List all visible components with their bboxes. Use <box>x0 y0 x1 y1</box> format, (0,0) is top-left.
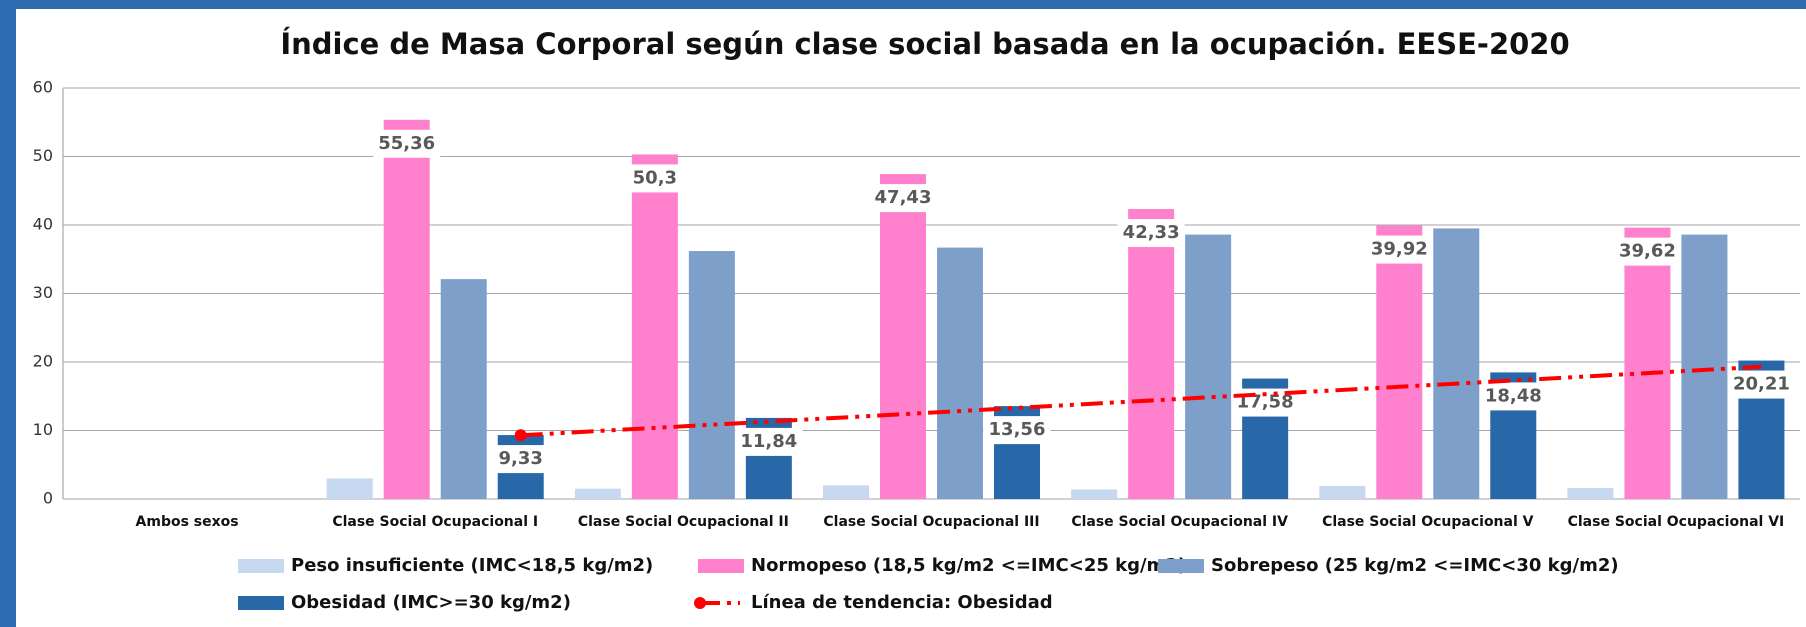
legend-trend-marker <box>694 597 706 609</box>
x-tick-label: Ambos sexos <box>136 514 239 530</box>
data-label: 39,92 <box>1371 239 1428 260</box>
x-tick-label: Clase Social Ocupacional IV <box>1071 514 1288 530</box>
trend-marker <box>514 429 527 442</box>
bar <box>440 279 487 499</box>
y-tick-label: 60 <box>33 78 53 97</box>
data-label: 11,84 <box>740 431 797 452</box>
data-label: 42,33 <box>1123 222 1180 243</box>
data-label-bg <box>869 184 937 213</box>
legend-swatch <box>238 596 284 610</box>
data-label-bg <box>373 129 441 158</box>
bar <box>1185 234 1232 499</box>
legend-label: Línea de tendencia: Obesidad <box>751 592 1053 613</box>
bar <box>1319 485 1366 499</box>
legend-label: Normopeso (18,5 kg/m2 <=IMC<25 kg/m2) <box>751 555 1186 576</box>
y-tick-label: 50 <box>33 146 53 165</box>
x-tick-label: Clase Social Ocupacional VI <box>1568 514 1785 530</box>
data-label-bg <box>1117 219 1185 248</box>
legend-label: Sobrepeso (25 kg/m2 <=IMC<30 kg/m2) <box>1211 555 1619 576</box>
data-label: 18,48 <box>1485 385 1542 406</box>
data-label: 9,33 <box>499 448 543 469</box>
bar <box>688 251 735 499</box>
bar <box>937 247 983 499</box>
data-label-bg <box>1727 370 1795 399</box>
legend-swatch <box>238 559 284 573</box>
data-label-bg <box>983 416 1051 445</box>
x-tick-label: Clase Social Ocupacional V <box>1322 514 1534 530</box>
bar <box>880 174 926 500</box>
bar <box>383 119 430 499</box>
data-label-bg <box>1365 235 1433 264</box>
data-label-bg <box>492 445 549 474</box>
legend-swatch <box>1158 559 1204 573</box>
bar <box>1681 234 1728 499</box>
bar <box>1624 227 1671 499</box>
y-tick-label: 40 <box>33 215 53 234</box>
bar <box>1567 488 1614 499</box>
y-tick-label: 0 <box>43 489 53 508</box>
bar <box>574 488 621 499</box>
bar <box>1376 225 1423 499</box>
data-label: 39,62 <box>1619 241 1676 262</box>
y-tick-label: 30 <box>33 283 53 302</box>
bar <box>823 485 869 499</box>
data-label: 55,36 <box>378 133 435 154</box>
data-label: 13,56 <box>989 419 1046 440</box>
legend-swatch <box>698 559 744 573</box>
chart-title: Índice de Masa Corporal según clase soci… <box>280 27 1569 61</box>
x-tick-label: Clase Social Ocupacional I <box>332 514 538 530</box>
data-label-bg <box>1613 237 1681 266</box>
x-tick-label: Clase Social Ocupacional III <box>823 514 1039 530</box>
data-label-bg <box>1479 382 1547 411</box>
data-label: 50,3 <box>633 167 677 188</box>
x-tick-label: Clase Social Ocupacional II <box>578 514 789 530</box>
bar <box>1071 489 1118 499</box>
data-label-bg <box>626 164 683 193</box>
bar <box>631 154 678 499</box>
trend-line <box>520 364 1762 438</box>
data-label: 20,21 <box>1733 374 1790 395</box>
y-tick-label: 20 <box>33 352 53 371</box>
data-label-bg <box>735 427 803 456</box>
bar <box>326 478 373 499</box>
y-tick-label: 10 <box>33 420 53 439</box>
data-label: 47,43 <box>875 187 932 208</box>
legend-label: Obesidad (IMC>=30 kg/m2) <box>291 592 571 613</box>
bar <box>1128 209 1175 500</box>
legend-label: Peso insuficiente (IMC<18,5 kg/m2) <box>291 555 653 576</box>
bar <box>1433 228 1480 500</box>
